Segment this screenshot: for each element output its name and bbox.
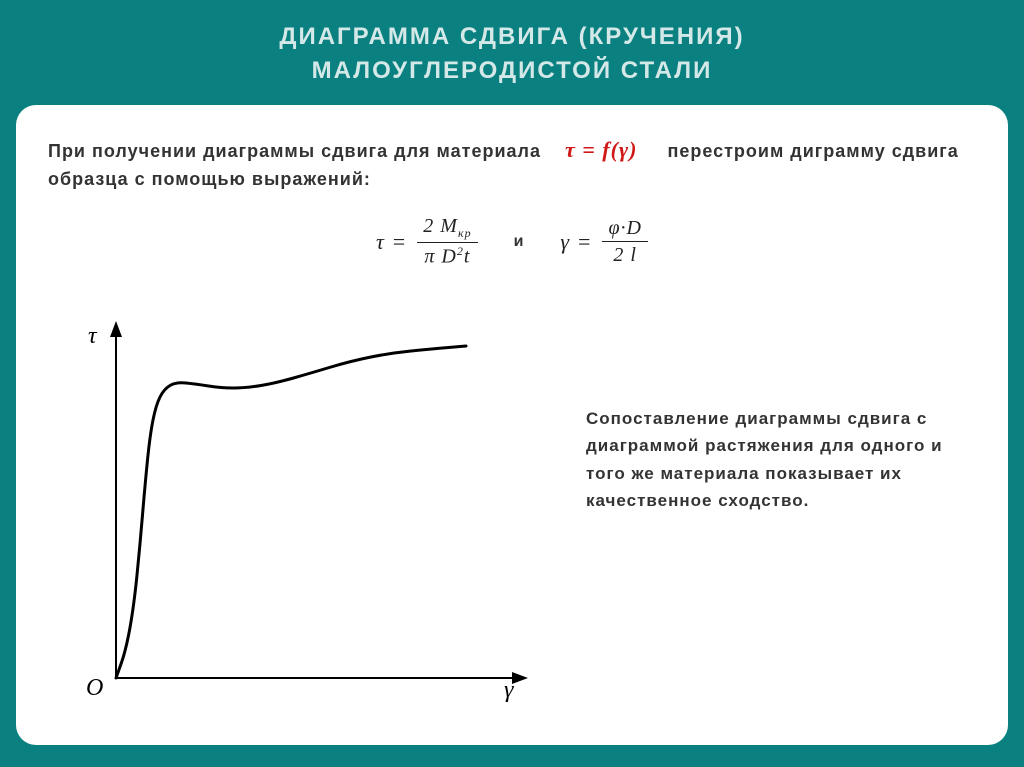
origin-label: O <box>86 675 103 702</box>
tau-fraction: 2 Mкр π D2t <box>417 215 477 268</box>
chart-svg <box>66 315 536 715</box>
tau-lhs: τ = <box>376 229 407 255</box>
equation-conjunction: и <box>514 233 525 251</box>
intro-formula: τ = f(γ) <box>565 137 637 162</box>
tau-numerator: 2 Mкр <box>417 215 477 243</box>
slide-header: ДИАГРАММА СДВИГА (КРУЧЕНИЯ) МАЛОУГЛЕРОДИ… <box>0 0 1024 105</box>
side-comparison-text: Сопоставление диаграммы сдвига с диаграм… <box>586 405 966 514</box>
gamma-denominator: 2 l <box>607 242 643 266</box>
intro-part1: При получении диаграммы сдвига для матер… <box>48 141 541 161</box>
intro-text: При получении диаграммы сдвига для матер… <box>48 133 976 193</box>
gamma-lhs: γ = <box>560 229 592 255</box>
y-axis-label: τ <box>88 323 97 350</box>
shear-diagram-chart: τ γ O <box>66 315 536 715</box>
equation-tau: τ = 2 Mкр π D2t <box>376 215 478 268</box>
equation-row: τ = 2 Mкр π D2t и γ = φ·D 2 l <box>48 215 976 268</box>
tau-denominator: π D2t <box>418 243 476 268</box>
title-line-2: МАЛОУГЛЕРОДИСТОЙ СТАЛИ <box>0 54 1024 88</box>
gamma-numerator: φ·D <box>602 217 648 242</box>
content-panel: При получении диаграммы сдвига для матер… <box>16 105 1008 745</box>
equation-gamma: γ = φ·D 2 l <box>560 217 648 266</box>
x-axis-label: γ <box>504 677 513 704</box>
gamma-fraction: φ·D 2 l <box>602 217 648 266</box>
title-line-1: ДИАГРАММА СДВИГА (КРУЧЕНИЯ) <box>0 20 1024 54</box>
